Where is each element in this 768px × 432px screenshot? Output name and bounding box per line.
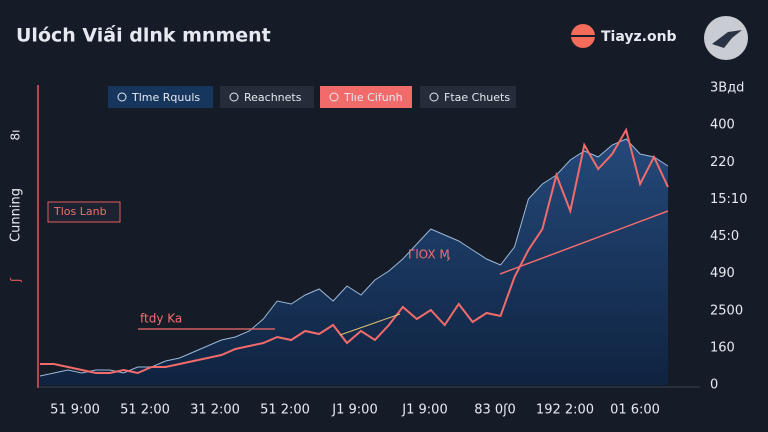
legend-button[interactable] xyxy=(320,86,412,108)
x-tick-label: 51 2:00 xyxy=(120,403,170,418)
label-box xyxy=(47,201,121,223)
legend-button[interactable] xyxy=(220,86,314,108)
chart-title: Ulóch Viấi dlnk mnment xyxy=(16,24,271,47)
y-tick-label: 2500 xyxy=(710,303,743,318)
x-tick-label: 01 6:00 xyxy=(610,403,660,418)
x-tick-label: J1 9:00 xyxy=(401,403,447,418)
x-tick-label: 83 0ʃ0 xyxy=(474,403,516,418)
box-label: Tlos Lanb xyxy=(53,205,107,218)
legend-label: Ftae Chuets xyxy=(444,91,510,104)
x-tick-label: 51 9:00 xyxy=(50,403,100,418)
y-tick-label: 15:10 xyxy=(710,192,747,207)
x-tick-label: 192 2:00 xyxy=(536,403,594,418)
avatar-icon xyxy=(712,30,742,48)
annotation-arrow xyxy=(339,313,401,336)
x-tick-label: 51 2:00 xyxy=(260,403,310,418)
legend-icon xyxy=(329,92,339,102)
trend-arrow xyxy=(499,210,669,275)
y-tick-label: 3Bдd xyxy=(710,81,744,96)
side-mark: 8ı xyxy=(9,130,23,141)
legend-icon xyxy=(229,92,239,102)
y-tick-label: 400 xyxy=(710,118,735,133)
legend-label: Reachnets xyxy=(244,91,302,104)
y-axis-label: Cunning xyxy=(9,188,24,242)
side-mark: ʃ xyxy=(9,277,23,283)
legend-icon xyxy=(429,92,439,102)
area xyxy=(40,139,668,385)
annotation: ftdy Ka xyxy=(140,312,182,326)
legend-label: Tlme Rquuls xyxy=(131,91,200,104)
annotation: ГlOX Ӎ xyxy=(408,248,450,262)
legend-label: Tlıe Cifunh xyxy=(343,91,403,104)
legend-icon xyxy=(117,92,127,102)
legend-button[interactable] xyxy=(420,86,516,108)
y-tick-label: 220 xyxy=(710,155,735,170)
x-tick-label: J1 9:00 xyxy=(331,403,377,418)
y-tick-label: 160 xyxy=(710,340,735,355)
line xyxy=(39,138,669,377)
line xyxy=(40,127,669,375)
y-tick-label: 0 xyxy=(710,378,718,393)
x-tick-label: 31 2:00 xyxy=(190,403,240,418)
y-tick-label: 490 xyxy=(710,266,735,281)
legend-button[interactable] xyxy=(108,86,213,108)
brand-name: Tiayz.onb xyxy=(601,29,677,45)
y-tick-label: 45:0 xyxy=(710,229,739,244)
